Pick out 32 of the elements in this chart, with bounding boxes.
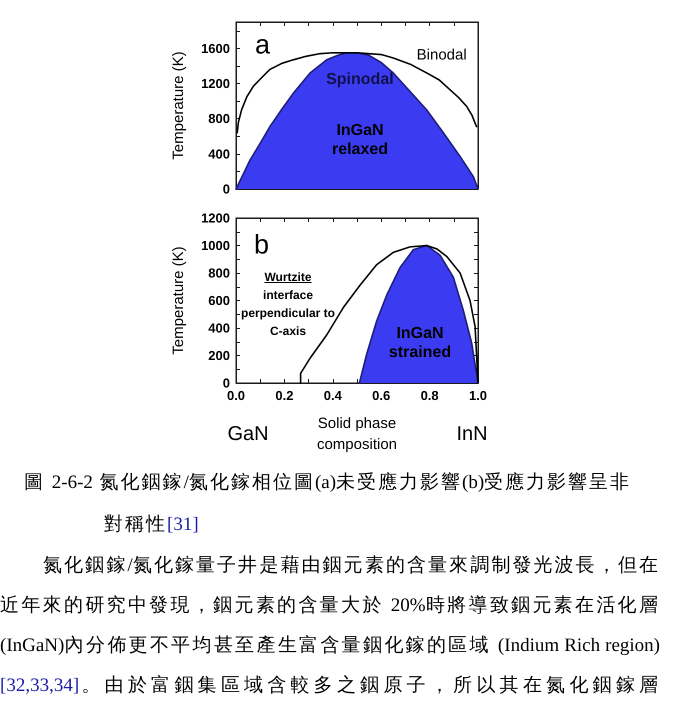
y-tick-label: 0 — [222, 376, 230, 390]
y-tick-label: 400 — [208, 146, 230, 162]
x-tick-label: 0.0 — [226, 388, 246, 403]
annotation: Wurtzite interface perpendicular to C-axis — [240, 269, 336, 340]
y-axis-title: Temperature (K) — [170, 51, 187, 160]
chart-title: b — [254, 230, 270, 260]
annotation: InGaN strained — [388, 324, 452, 362]
y-axis-title: Temperature (K) — [170, 246, 187, 355]
chart-title: a — [255, 30, 271, 60]
y-tick-label: 800 — [208, 266, 230, 280]
y-tick-label: 200 — [208, 348, 230, 363]
x-tick-label: 0.8 — [420, 388, 439, 403]
x-tick-label: 0.4 — [324, 388, 343, 403]
annotation: InGaN relaxed — [330, 121, 390, 159]
series-label: Spinodal — [326, 70, 394, 89]
text: 圖 2-6-2 氮化銦鎵/氮化鎵相位圖(a)未受應力影響(b)受應力影響呈非對稱性[31] — [24, 472, 632, 535]
series-label: Binodal — [416, 46, 467, 64]
y-tick-label: 0 — [222, 182, 230, 196]
text: InN — [456, 422, 488, 446]
text: GaN — [227, 422, 269, 446]
x-tick-label: 0.6 — [372, 388, 390, 403]
y-tick-label: 400 — [208, 320, 230, 336]
y-tick-label: 800 — [208, 111, 230, 126]
y-tick-label: 1000 — [201, 238, 230, 253]
y-tick-label: 1200 — [201, 210, 230, 226]
x-axis-title: Solid phase composition — [316, 414, 398, 455]
text: 氮化銦鎵/氮化鎵量子井是藉由銦元素的含量來調制發光波長，但在近年來的研究中發現，銦元素的含量大於 20%時將導致銦元素在活化層(InGaN)內分佈更不平均甚至產生富含量銦化鎵的區域 (Indium Rich region)[32,33,34]。由於富銦集區域含較多之銦原子，所以其在氮化銦鎵層 — [0, 555, 660, 696]
x-tick-label: 1.0 — [468, 388, 488, 403]
y-tick-label: 600 — [208, 293, 230, 308]
y-tick-label: 1200 — [201, 76, 230, 92]
x-tick-label: 0.2 — [275, 388, 294, 403]
y-tick-label: 1600 — [201, 40, 230, 56]
